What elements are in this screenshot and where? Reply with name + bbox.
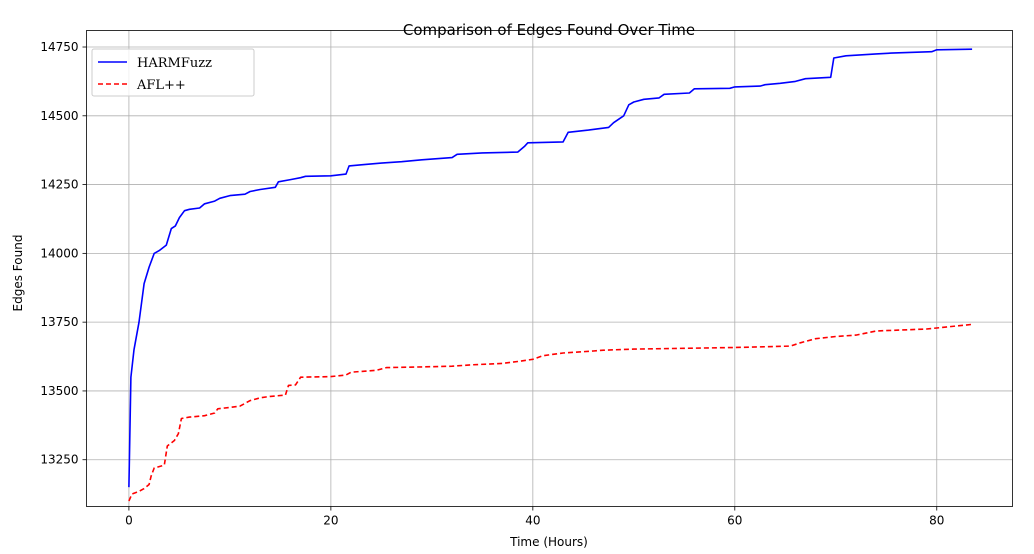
y-tick-label: 14000 [40,246,78,260]
y-tick-label: 13250 [40,453,78,467]
legend: HARMFuzz AFL++ [91,48,255,97]
x-tick-label: 60 [727,514,742,528]
x-tick-label: 20 [323,514,338,528]
x-tick-label: 0 [125,514,133,528]
y-axis-label: Edges Found [11,235,25,312]
x-tick-label: 80 [929,514,944,528]
series-line-harmfuzz [128,48,973,488]
legend-label-harmfuzz: HARMFuzz [137,56,212,71]
chart-title: Comparison of Edges Found Over Time [403,21,695,39]
series-lines [128,48,973,502]
y-tick-label: 13750 [40,315,78,329]
plot-frame [86,30,1013,507]
y-tick-label: 14750 [40,40,78,54]
x-tick-label: 40 [525,514,540,528]
y-tick-label: 14250 [40,178,78,192]
x-axis-label: Time (Hours) [509,535,588,549]
grid [86,30,1013,507]
y-tick-label: 14500 [40,109,78,123]
x-axis-ticks: 0 20 40 60 80 [125,506,944,528]
y-axis-ticks: 13250 13500 13750 14000 14250 14500 14750 [40,40,87,467]
y-tick-label: 13500 [40,384,78,398]
legend-box [91,48,255,97]
series-line-aflpp [128,323,973,502]
legend-label-aflpp: AFL++ [136,78,186,93]
